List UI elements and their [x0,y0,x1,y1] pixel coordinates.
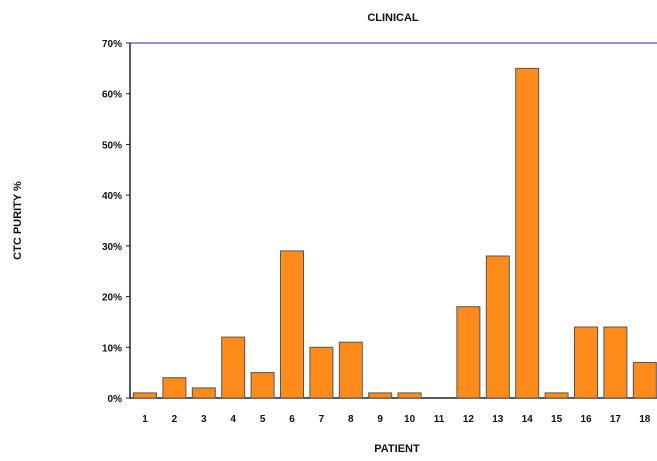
y-tick-label: 40% [102,191,122,202]
x-tick-label: 1 [142,414,148,425]
x-tick-label: 9 [377,414,383,425]
x-tick-label: 13 [492,414,504,425]
x-tick-label: 12 [463,414,475,425]
y-axis-label: CTC PURITY % [12,181,24,260]
bar-patient-17 [603,326,628,399]
y-tick-label: 50% [102,140,122,151]
x-axis-ticks: 1 2 3 4 5 6 7 8 9 10 11 12 13 14 15 16 17 18 [142,414,651,425]
bar-patient-9 [368,392,393,399]
bar-patient-6 [280,250,304,399]
bar-patient-14 [515,67,540,399]
bars [133,67,657,399]
bar-patient-12 [456,306,481,399]
x-tick-label: 5 [260,414,266,425]
y-tick-label: 30% [102,242,122,253]
x-tick-label: 7 [319,414,325,425]
x-tick-label: 4 [230,414,236,425]
bar-patient-15 [544,392,569,399]
bar-patient-5 [250,372,275,399]
bar-patient-3 [191,387,216,399]
y-tick-label: 0% [108,394,123,405]
y-tick-label: 60% [102,90,122,101]
x-tick-label: 6 [289,414,295,425]
x-tick-label: 10 [404,414,416,425]
y-tick-label: 10% [102,343,122,354]
x-tick-label: 14 [522,414,534,425]
bar-patient-16 [574,326,598,399]
x-tick-label: 3 [201,414,207,425]
bar-patient-18 [632,362,657,399]
x-tick-label: 18 [639,414,651,425]
x-tick-label: 16 [580,414,592,425]
bar-patient-7 [309,346,334,399]
x-tick-label: 17 [610,414,622,425]
x-tick-label: 15 [551,414,563,425]
bar-patient-8 [338,341,363,399]
y-tick-label: 20% [102,293,122,304]
x-axis-label: PATIENT [374,443,420,455]
x-tick-label: 11 [434,414,445,425]
bar-patient-2 [162,377,187,399]
bar-patient-10 [397,392,422,399]
chart-title: CLINICAL [367,12,419,24]
plot-frame [129,42,657,399]
y-tick-label: 70% [102,39,122,50]
bar-patient-13 [485,255,510,399]
y-axis-ticks: 0% 10% 20% 30% 40% 50% 60% 70% [102,39,130,405]
x-tick-label: 2 [172,414,178,425]
bar-patient-1 [133,392,157,399]
bar-patient-4 [221,336,246,399]
x-tick-label: 8 [348,414,354,425]
